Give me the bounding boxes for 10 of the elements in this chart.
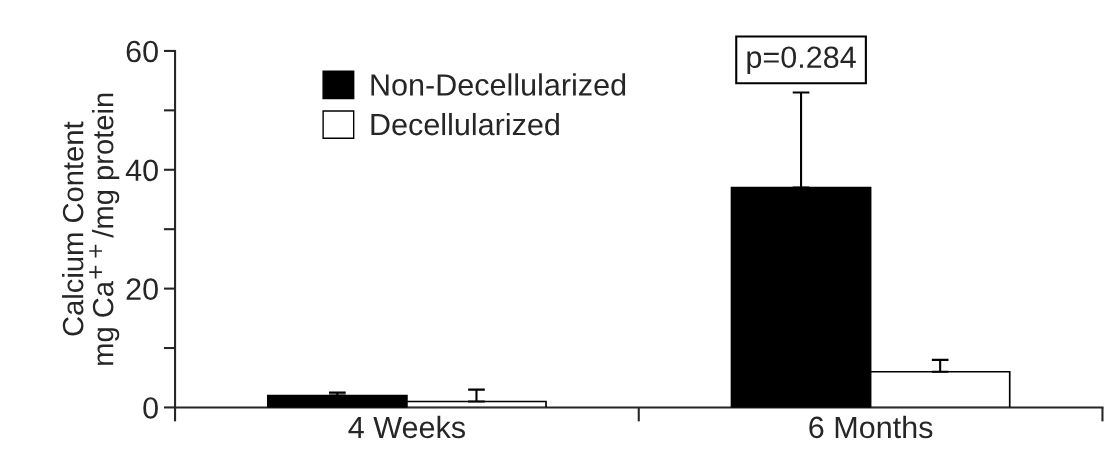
y-tick-label: 60 bbox=[126, 40, 158, 63]
legend-label: Non-Decellularized bbox=[371, 73, 626, 96]
annotation: p=0.284 bbox=[747, 46, 856, 75]
x-tick-label: 6 Months bbox=[809, 415, 933, 439]
x-tick-label: 4 Weeks bbox=[348, 415, 465, 439]
y-axis-title: Calcium Content mg Ca$^{++}$/mg protein bbox=[62, 93, 120, 365]
legend-label: Decellularized bbox=[371, 112, 559, 136]
y-tick-label: 40 bbox=[125, 159, 158, 182]
y-tick-label: 20 bbox=[126, 278, 158, 300]
y-tick-label: 0 bbox=[143, 397, 158, 419]
